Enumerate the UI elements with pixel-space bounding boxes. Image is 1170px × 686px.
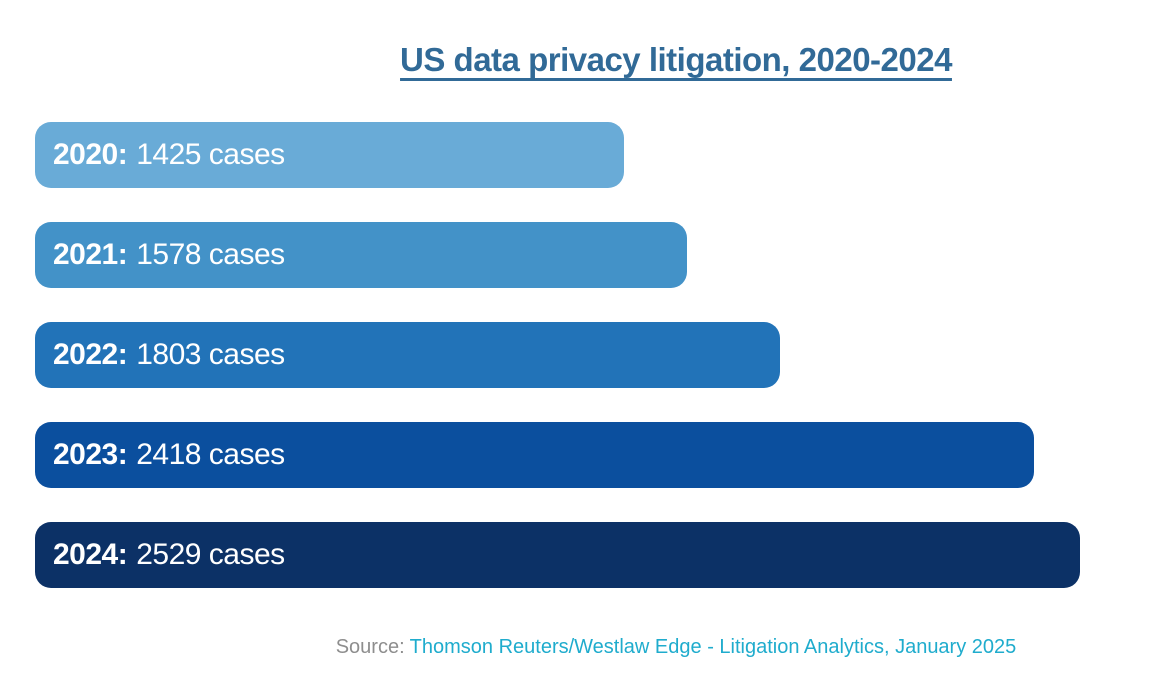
bar-2023: 2023: 2418 cases [35,422,1034,488]
bar-2022: 2022: 1803 cases [35,322,780,388]
source-prefix-label: Source: [335,636,405,658]
bar-value-label: 1803 cases [136,338,285,371]
source-attribution-text: Thomson Reuters/Westlaw Edge - Litigatio… [409,636,1017,658]
bar-2021: 2021: 1578 cases [35,222,687,288]
bar-value-label: 2418 cases [136,438,285,471]
chart-title: US data privacy litigation, 2020-2024 [400,41,952,78]
bar-2020: 2020: 1425 cases [35,122,624,188]
bar-value-label: 1425 cases [136,138,285,171]
bar-year-label: 2024: [53,538,128,571]
bar-year-label: 2021: [53,238,128,271]
bar-value-label: 2529 cases [136,538,285,571]
bar-chart: 2020: 1425 cases 2021: 1578 cases 2022: … [35,122,1135,592]
bar-year-label: 2023: [53,438,128,471]
bar-year-label: 2020: [53,138,128,171]
bar-year-label: 2022: [53,338,128,371]
bar-2024: 2024: 2529 cases [35,522,1080,588]
bar-value-label: 1578 cases [136,238,285,271]
source-line: Source: Thomson Reuters/Westlaw Edge - Li… [336,636,1017,659]
